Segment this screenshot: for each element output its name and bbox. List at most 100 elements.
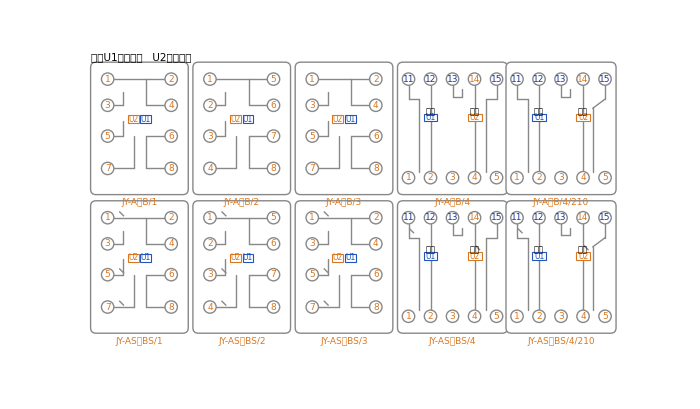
Text: 8: 8 [373,303,379,312]
Text: 6: 6 [271,101,277,110]
Circle shape [165,301,177,313]
FancyBboxPatch shape [140,115,151,123]
Text: 12: 12 [425,74,436,83]
Text: 13: 13 [555,74,567,83]
Text: JY-AS，BS/4: JY-AS，BS/4 [429,337,476,346]
Text: 2: 2 [207,239,213,248]
Text: 4: 4 [169,239,174,248]
Text: U1: U1 [534,113,544,122]
Text: 11: 11 [402,74,414,83]
Circle shape [102,238,114,250]
Text: U2: U2 [230,253,241,262]
Circle shape [402,73,414,85]
Circle shape [204,99,216,111]
Circle shape [306,269,318,281]
Text: 2: 2 [428,173,433,182]
Circle shape [533,73,545,85]
FancyBboxPatch shape [506,62,616,195]
Text: U1: U1 [243,115,253,124]
Circle shape [165,73,177,85]
Circle shape [370,269,382,281]
Text: JY-AS，BS/4/210: JY-AS，BS/4/210 [527,337,595,346]
Text: 7: 7 [271,270,277,279]
Circle shape [370,301,382,313]
FancyBboxPatch shape [424,252,438,260]
Circle shape [267,130,280,142]
Text: 7: 7 [105,303,111,312]
FancyBboxPatch shape [576,114,590,121]
Circle shape [468,310,481,322]
Text: 启动: 启动 [578,107,588,116]
Circle shape [447,310,459,322]
Circle shape [598,171,611,184]
FancyBboxPatch shape [532,114,546,121]
Circle shape [306,301,318,313]
Circle shape [511,211,523,224]
Circle shape [598,310,611,322]
Text: 6: 6 [168,270,174,279]
Circle shape [267,269,280,281]
Text: U2: U2 [578,113,588,122]
Circle shape [577,310,589,322]
Text: 启动: 启动 [470,245,480,254]
Text: 2: 2 [373,74,379,83]
Text: 13: 13 [555,213,567,222]
Text: 5: 5 [309,270,315,279]
Circle shape [102,269,114,281]
Text: U2: U2 [332,253,343,262]
FancyBboxPatch shape [242,254,253,262]
Text: 12: 12 [533,74,545,83]
Circle shape [424,171,437,184]
Text: 1: 1 [309,213,315,222]
Circle shape [447,211,459,224]
Circle shape [370,99,382,111]
FancyBboxPatch shape [90,201,188,333]
Text: 8: 8 [271,164,277,173]
Circle shape [306,99,318,111]
Circle shape [424,211,437,224]
Text: 15: 15 [491,213,503,222]
FancyBboxPatch shape [295,201,393,333]
FancyBboxPatch shape [506,201,616,333]
Text: 2: 2 [428,312,433,321]
Text: JY-AS，BS/1: JY-AS，BS/1 [116,337,163,346]
Circle shape [102,162,114,175]
Circle shape [468,73,481,85]
Text: 11: 11 [402,213,414,222]
Text: U2: U2 [128,253,139,262]
FancyBboxPatch shape [128,254,139,262]
Text: 电源: 电源 [534,245,544,254]
Circle shape [447,171,459,184]
Text: 4: 4 [373,101,379,110]
Text: 15: 15 [491,74,503,83]
Text: 5: 5 [494,173,499,182]
Circle shape [102,73,114,85]
Text: 1: 1 [105,74,111,83]
Circle shape [555,171,567,184]
FancyBboxPatch shape [193,201,290,333]
Circle shape [555,310,567,322]
Circle shape [204,301,216,313]
Text: 1: 1 [309,74,315,83]
Text: 1: 1 [514,312,520,321]
FancyBboxPatch shape [398,62,508,195]
Circle shape [165,269,177,281]
Circle shape [533,310,545,322]
FancyBboxPatch shape [295,62,393,195]
Circle shape [204,73,216,85]
Text: U2: U2 [332,115,343,124]
Circle shape [555,211,567,224]
Text: 6: 6 [373,270,379,279]
Text: JY-A，B/3: JY-A，B/3 [326,198,362,207]
Circle shape [370,238,382,250]
Text: 8: 8 [168,303,174,312]
Text: 7: 7 [309,164,315,173]
Text: 2: 2 [169,74,174,83]
Text: 5: 5 [105,132,111,141]
Text: 14: 14 [578,74,589,83]
FancyBboxPatch shape [345,254,356,262]
Circle shape [577,73,589,85]
Text: 11: 11 [511,213,523,222]
Text: U1: U1 [243,253,253,262]
FancyBboxPatch shape [424,114,438,121]
